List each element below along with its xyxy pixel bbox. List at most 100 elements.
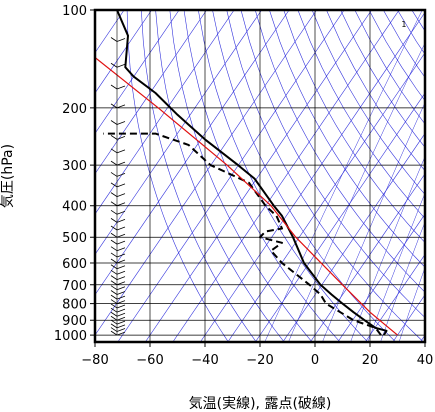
- wind-barb: [116, 247, 126, 252]
- wind-barb: [110, 319, 118, 325]
- wind-barb: [110, 290, 118, 295]
- wind-barb: [116, 233, 126, 238]
- wind-barb: [110, 307, 118, 313]
- x-axis-title: 気温(実線), 露点(破線): [189, 396, 332, 412]
- wind-barb: [110, 172, 118, 177]
- wind-barb: [110, 258, 118, 264]
- wind-barb: [110, 311, 118, 317]
- x-tick-label: −60: [136, 353, 163, 368]
- wind-barb: [116, 202, 126, 207]
- parcel-line: [95, 57, 398, 336]
- wind-barb: [116, 253, 126, 258]
- x-tick-label: 40: [417, 353, 434, 368]
- isotherm-line: [365, 253, 425, 342]
- y-tick-label: 400: [62, 200, 87, 215]
- isotherm-line: [95, 10, 262, 255]
- wind-barb: [110, 37, 118, 42]
- dry-adiabat-line: [311, 10, 425, 195]
- dry-adiabat-line: [240, 10, 425, 318]
- wind-barb: [116, 276, 126, 280]
- x-tick-label: −80: [81, 353, 108, 368]
- mixing-ratio-line: [264, 10, 423, 342]
- wind-barb: [110, 239, 118, 245]
- y-tick-label: 600: [62, 257, 87, 272]
- mixing-ratio-label: 1: [401, 20, 406, 29]
- dry-adiabat-line: [169, 10, 313, 342]
- series-layer: [95, 10, 398, 336]
- dry-adiabat-line: [269, 10, 425, 268]
- wind-barb: [116, 270, 126, 275]
- isotherm-line: [172, 10, 400, 342]
- wind-barb: [110, 201, 118, 207]
- y-tick-label: 200: [62, 102, 87, 117]
- wind-barb: [110, 84, 118, 90]
- isotherm-line: [95, 10, 180, 134]
- isotherm-line: [117, 10, 345, 342]
- wind-barb: [110, 330, 118, 336]
- wind-barb: [116, 240, 126, 245]
- x-tick-label: 0: [311, 353, 319, 368]
- isotherm-line: [145, 10, 372, 342]
- mixing-ratio-line: [398, 266, 425, 342]
- wind-barb: [116, 331, 126, 336]
- isotherm-line: [95, 10, 207, 175]
- wind-barb: [116, 281, 126, 286]
- dry-adiabat-line: [183, 10, 341, 342]
- y-tick-label: 900: [62, 314, 87, 329]
- wind-barb: [110, 327, 118, 332]
- wind-barb: [116, 149, 126, 154]
- x-tick-label: −40: [191, 353, 218, 368]
- guide-lines: [95, 10, 435, 342]
- y-tick-label: 300: [62, 159, 87, 174]
- wind-barb: [116, 295, 126, 300]
- x-tick-label: −20: [246, 353, 273, 368]
- wind-barb: [116, 210, 126, 215]
- y-tick-label: 700: [62, 279, 87, 294]
- isotherm-line: [337, 213, 425, 342]
- isotherm-line: [200, 11, 425, 342]
- dry-adiabat-line: [297, 10, 425, 219]
- wind-barb: [116, 218, 126, 223]
- dry-adiabat-line: [354, 10, 425, 125]
- wind-barb: [110, 182, 118, 188]
- isotherm-line: [227, 52, 425, 342]
- dry-adiabat-line: [126, 10, 229, 342]
- isotherm-line: [282, 132, 425, 342]
- wind-barb: [116, 304, 126, 309]
- dry-adiabat-line: [283, 10, 425, 244]
- wind-barb: [110, 232, 118, 238]
- wind-barb: [116, 308, 126, 313]
- wind-barb: [116, 259, 126, 264]
- wind-barb: [116, 136, 126, 140]
- wind-barb: [116, 265, 126, 270]
- wind-barb: [110, 209, 118, 215]
- y-tick-label: 100: [62, 4, 87, 19]
- wind-barb: [110, 192, 118, 197]
- isotherm-line: [255, 92, 425, 342]
- wind-barb: [110, 269, 118, 275]
- mixing-ratio-line: [367, 192, 425, 342]
- mixing-ratio-line: [350, 155, 425, 342]
- wind-barb: [116, 104, 126, 109]
- wind-barb: [110, 252, 118, 258]
- wind-barb: [110, 294, 118, 300]
- wind-barb: [110, 275, 118, 280]
- wind-barb: [116, 161, 126, 166]
- wind-barb: [116, 328, 126, 332]
- isotherm-line: [95, 10, 290, 296]
- isotherm-line: [420, 334, 425, 342]
- dry-adiabat-line: [426, 10, 435, 342]
- wind-barb: [110, 280, 118, 286]
- wind-barb: [110, 246, 118, 252]
- wind-barb: [116, 286, 126, 291]
- wind-barb: [110, 315, 118, 321]
- wind-barb: [116, 320, 126, 325]
- wind-barb: [110, 285, 118, 291]
- wind-barb: [110, 148, 118, 154]
- wind-barb: [116, 316, 126, 321]
- dewpoint-line: [103, 132, 382, 336]
- wind-barb: [116, 85, 126, 90]
- y-tick-label: 800: [62, 298, 87, 313]
- temperature-line: [116, 10, 388, 336]
